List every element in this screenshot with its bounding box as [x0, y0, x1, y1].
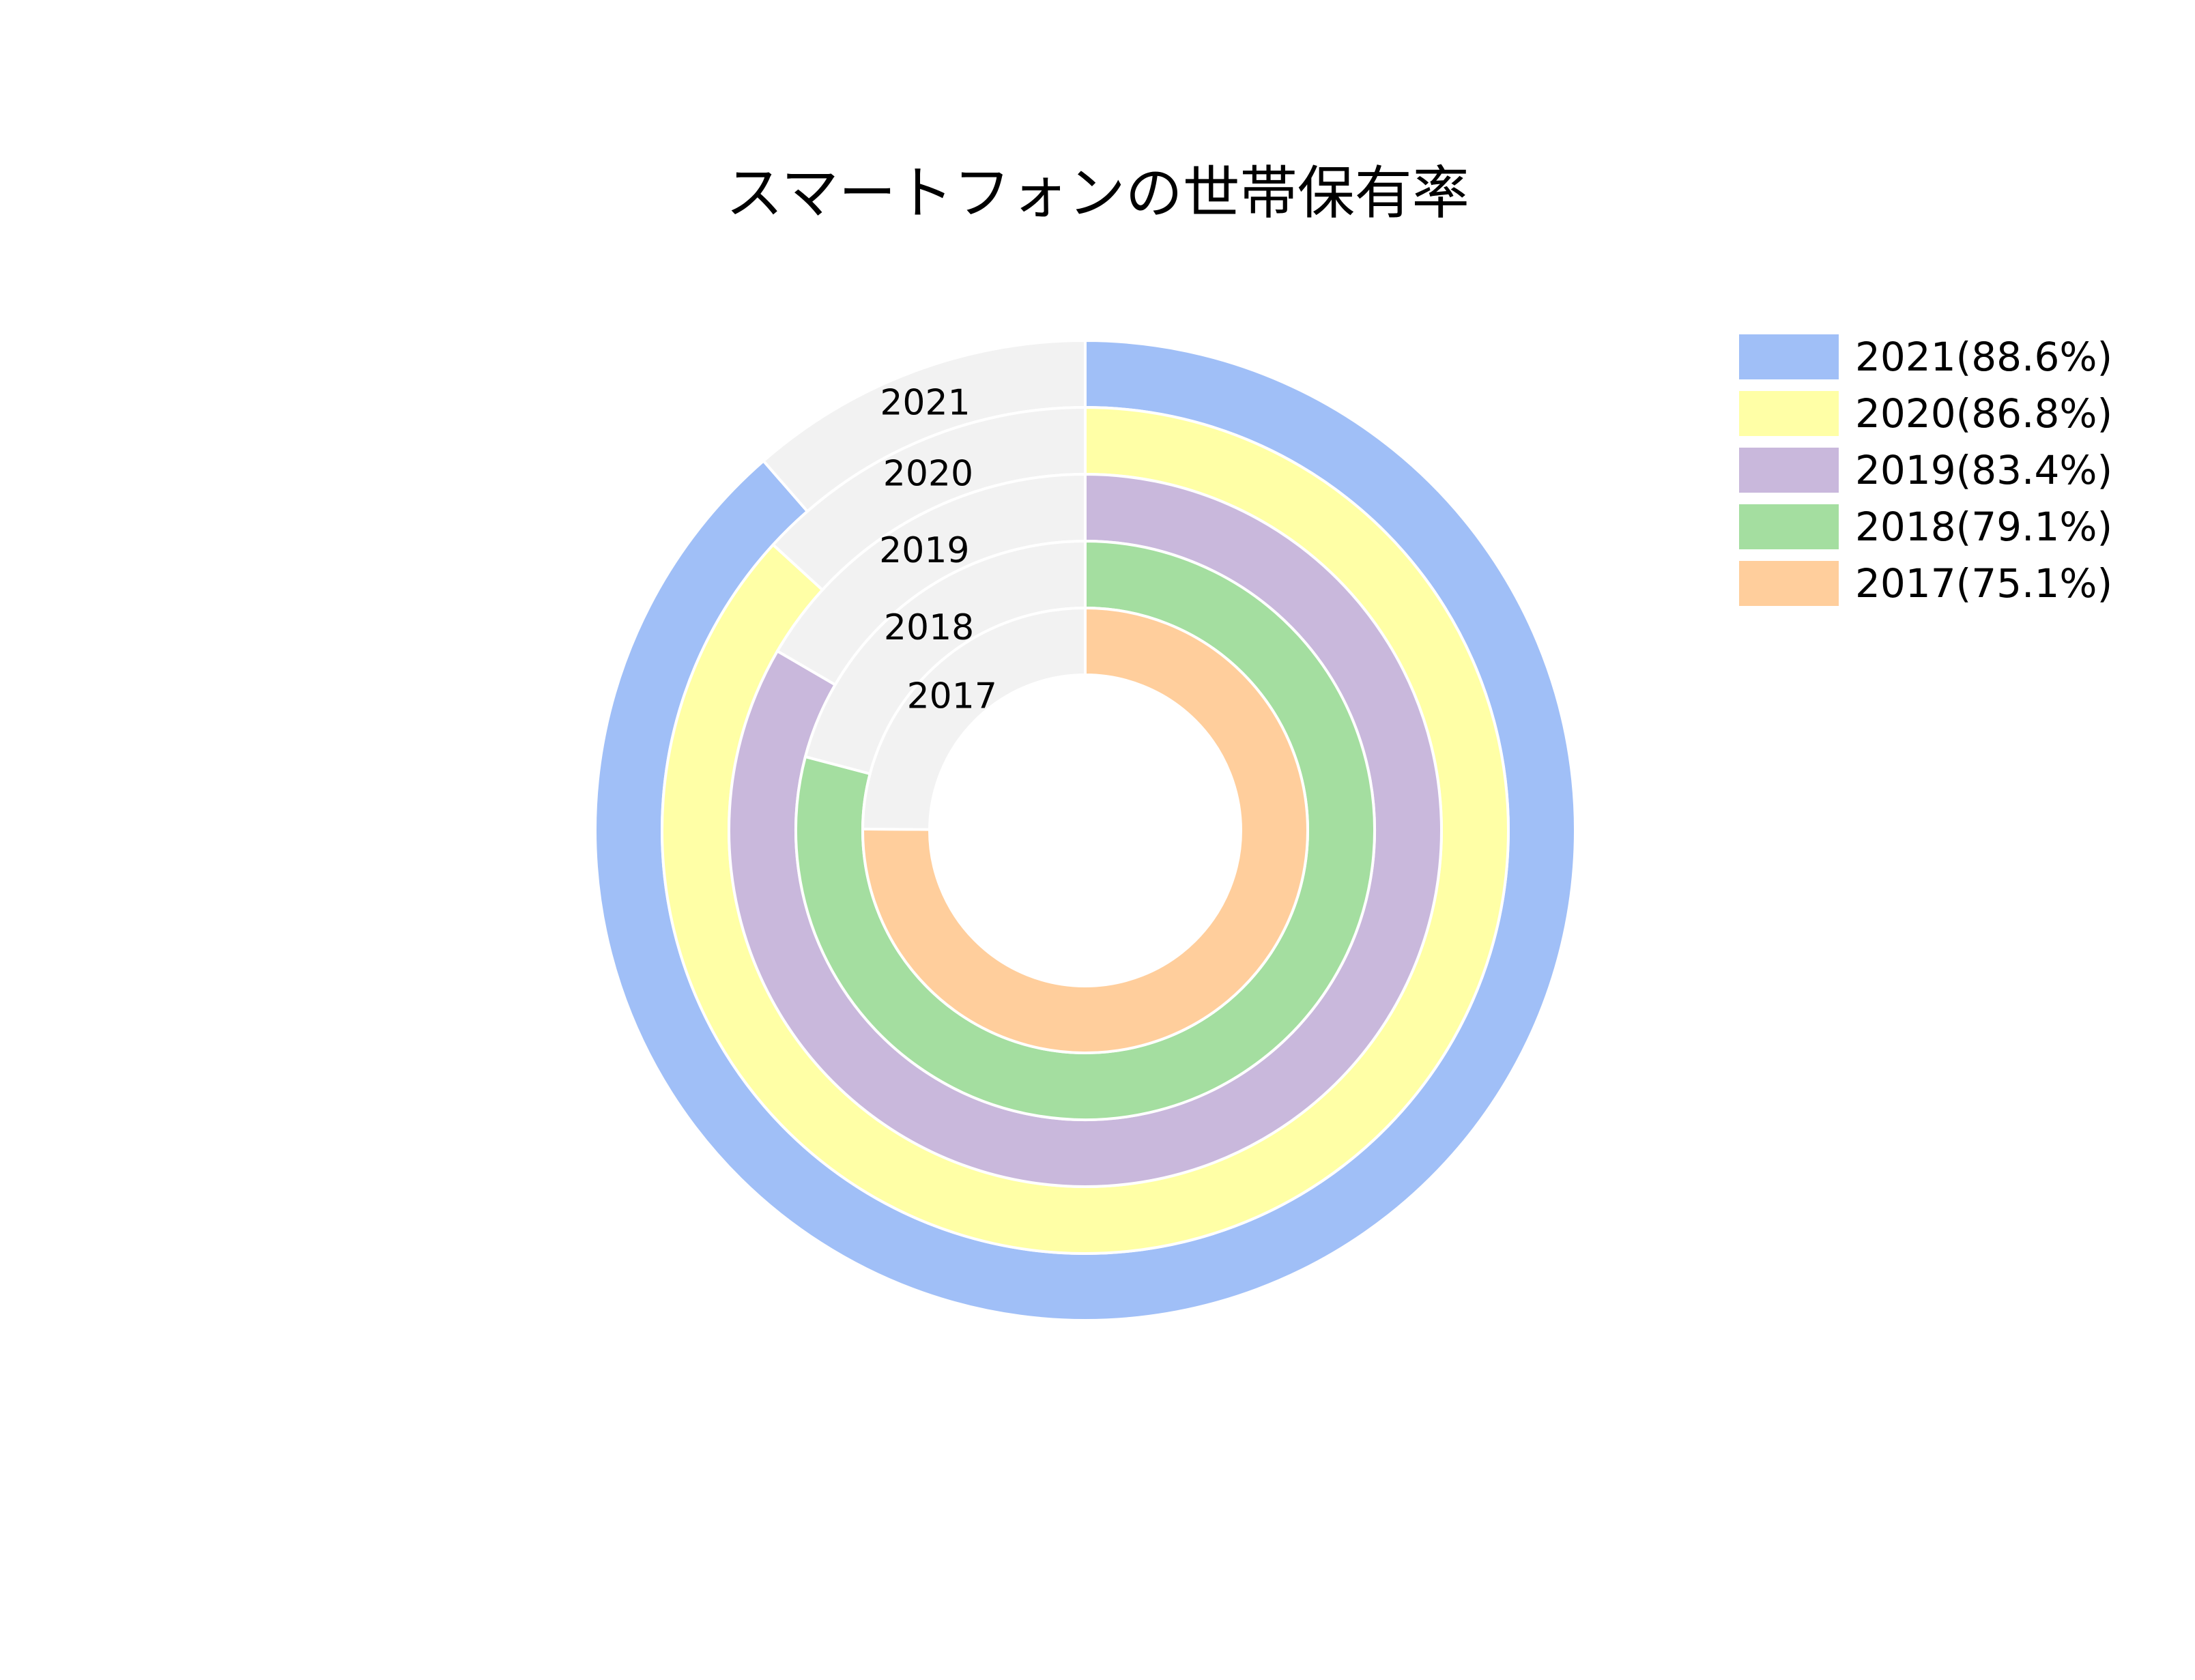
legend-swatch-2017: [1739, 561, 1839, 606]
legend-label-2019: 2019(83.4%): [1855, 447, 2112, 493]
rings-group: [594, 338, 1577, 1322]
ring-label-2017: 2017: [907, 676, 997, 717]
ring-label-2021: 2021: [880, 382, 970, 423]
ring-label-2018: 2018: [884, 607, 974, 648]
legend-label-2018: 2018(79.1%): [1855, 504, 2112, 550]
legend-swatch-2018: [1739, 504, 1839, 549]
legend-swatch-2019: [1739, 448, 1839, 493]
legend-label-2017: 2017(75.1%): [1855, 560, 2112, 607]
ring-2017-value: [861, 606, 1309, 1054]
legend-swatch-2020: [1739, 391, 1839, 436]
ring-label-2019: 2019: [879, 530, 969, 571]
legend-label-2021: 2021(88.6%): [1855, 334, 2112, 380]
ring-label-2020: 2020: [883, 453, 973, 494]
legend-label-2020: 2020(86.8%): [1855, 390, 2112, 437]
ring-labels: 2021 2020 2019 2018 2017: [879, 382, 997, 716]
ring-2017-remainder: [861, 606, 1087, 831]
chart-title: スマートフォンの世帯保有率: [726, 160, 1469, 227]
legend-swatch-2021: [1739, 334, 1839, 379]
legend: 2021(88.6%) 2020(86.8%) 2019(83.4%) 2018(79…: [1739, 334, 2112, 607]
